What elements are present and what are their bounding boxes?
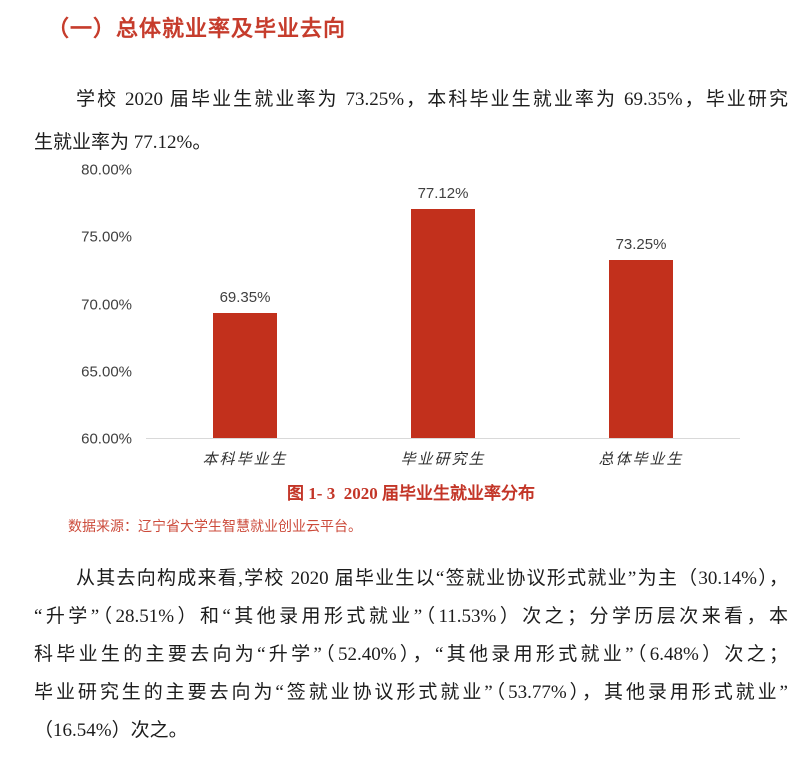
body-line: 毕业研究生的主要去向为“签就业协议形式就业”（53.77%），其他录用形式就业” xyxy=(34,682,788,703)
section-heading: （一）总体就业率及毕业去向 xyxy=(47,16,347,41)
intro-line: 生就业率为 77.12%。 xyxy=(34,132,212,153)
body-line: 科毕业生的主要去向为“升学”（52.40%），“其他录用形式就业”（6.48%）… xyxy=(34,644,788,665)
y-tick-label: 70.00% xyxy=(81,296,132,313)
x-category-label: 毕业研究生 xyxy=(400,452,486,468)
bar-value-label: 77.12% xyxy=(417,184,469,202)
bar-group-overall: 73.25% xyxy=(542,170,740,438)
intro-paragraph: 学校 2020 届毕业生就业率为 73.25%，本科毕业生就业率为 69.35%… xyxy=(34,78,788,164)
y-tick-label: 60.00% xyxy=(81,430,132,448)
figure-caption: 图 1- 3 2020 届毕业生就业率分布 xyxy=(287,484,535,503)
body-line: （16.54%）次之。 xyxy=(34,720,188,741)
bar-value-label: 73.25% xyxy=(615,236,667,254)
chart-body: 80.00% 75.00% 70.00% 65.00% 60.00% 69.35… xyxy=(34,162,788,448)
bar-graduate xyxy=(411,208,475,438)
body-line: 从其去向构成来看,学校 2020 届毕业生以“签就业协议形式就业”为主（30.1… xyxy=(76,568,788,589)
employment-rate-bar-chart: 80.00% 75.00% 70.00% 65.00% 60.00% 69.35… xyxy=(34,162,788,469)
x-axis: 本科毕业生 毕业研究生 总体毕业生 xyxy=(146,439,740,469)
y-tick-label: 75.00% xyxy=(81,228,132,246)
y-tick-label: 80.00% xyxy=(81,161,132,179)
plot-area: 69.35% 77.12% 73.25% xyxy=(146,170,740,439)
bar-value-label: 69.35% xyxy=(219,288,271,306)
y-tick-label: 65.00% xyxy=(81,363,132,381)
bar-group-graduate: 77.12% xyxy=(344,170,542,438)
body-paragraph: 从其去向构成来看,学校 2020 届毕业生以“签就业协议形式就业”为主（30.1… xyxy=(34,560,788,750)
bar-undergraduate xyxy=(213,312,277,438)
x-category-label: 总体毕业生 xyxy=(598,452,684,468)
bar-group-undergraduate: 69.35% xyxy=(146,170,344,438)
bar-overall xyxy=(609,260,673,438)
body-line: “升学”（28.51%）和“其他录用形式就业”（11.53%）次之；分学历层次来… xyxy=(34,606,788,627)
data-source-note: 数据来源：辽宁省大学生智慧就业创业云平台。 xyxy=(68,518,362,534)
x-category-label: 本科毕业生 xyxy=(202,452,288,468)
intro-line: 学校 2020 届毕业生就业率为 73.25%，本科毕业生就业率为 69.35%… xyxy=(76,89,788,110)
y-axis: 80.00% 75.00% 70.00% 65.00% 60.00% xyxy=(34,162,146,448)
